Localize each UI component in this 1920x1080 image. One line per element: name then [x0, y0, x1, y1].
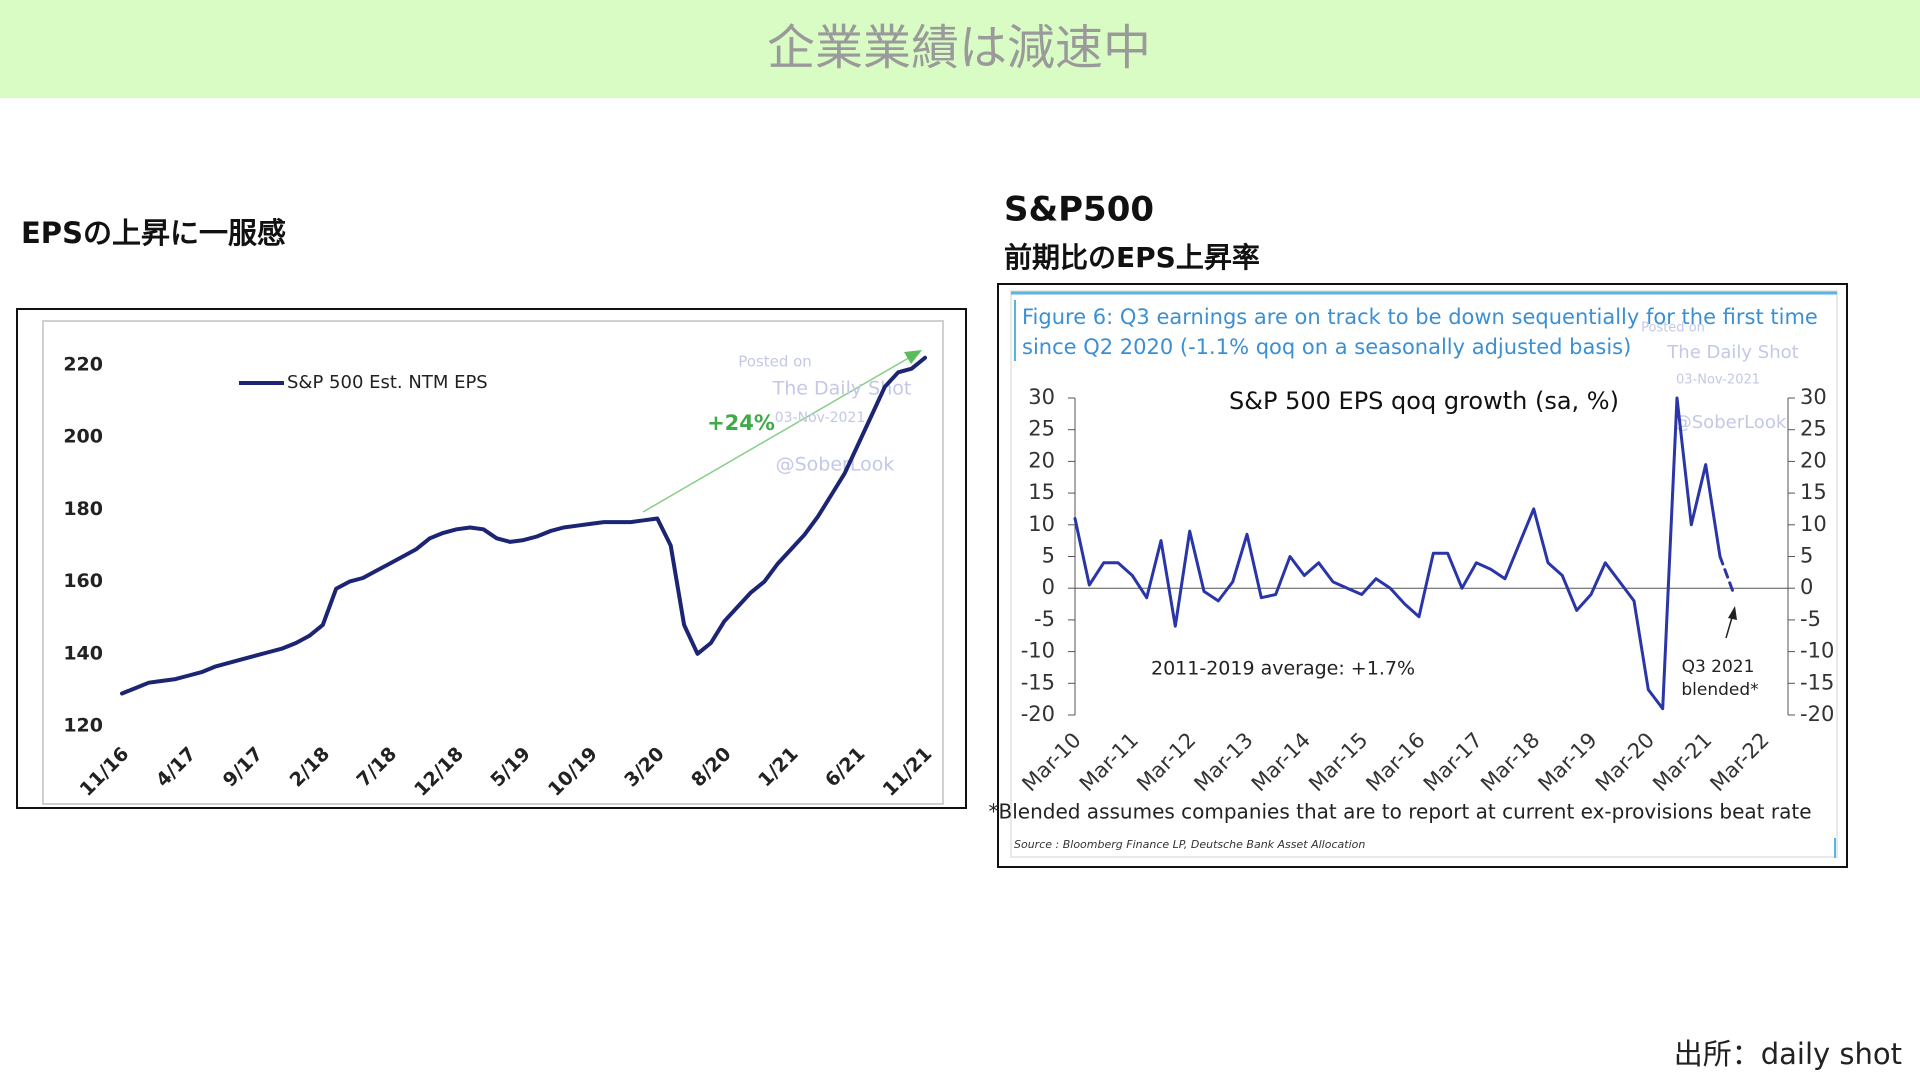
- annotation: +24%: [707, 411, 775, 435]
- y-tick-label: -15: [1021, 670, 1055, 694]
- y-tick-label: 20: [1028, 448, 1055, 472]
- annotation-arrow-head: [1728, 606, 1737, 620]
- y2-tick-label: 15: [1800, 480, 1827, 504]
- watermark: 03-Nov-2021: [775, 410, 866, 426]
- chart-frame: [16, 308, 967, 809]
- y-tick-label: 30: [1028, 385, 1055, 409]
- y-tick-label: 15: [1028, 480, 1055, 504]
- slide-title: 企業業績は減速中: [767, 20, 1151, 76]
- y-tick-label: 180: [63, 498, 103, 520]
- watermark: 03-Nov-2021: [1676, 373, 1760, 388]
- watermark: Posted on: [738, 353, 812, 371]
- watermark: @SoberLook: [776, 454, 895, 476]
- y-tick-label: 200: [63, 426, 103, 448]
- legend-label: S&P 500 Est. NTM EPS: [287, 372, 488, 393]
- y-tick-label: 160: [63, 570, 103, 592]
- y2-tick-label: 25: [1800, 417, 1827, 441]
- figure-caption: since Q2 2020 (-1.1% qoq on a seasonally…: [1022, 335, 1631, 359]
- y-tick-label: -20: [1021, 702, 1055, 726]
- chart-title: S&P 500 EPS qoq growth (sa, %): [1229, 387, 1619, 415]
- header-band: [0, 0, 1920, 98]
- watermark: The Daily Shot: [772, 378, 912, 400]
- watermark: @SoberLook: [1674, 412, 1787, 433]
- y2-tick-label: -20: [1800, 702, 1834, 726]
- y-tick-label: 220: [63, 354, 103, 376]
- trend-arrow: [642, 355, 913, 513]
- y-tick-label: 5: [1042, 544, 1055, 568]
- watermark: Posted on: [1641, 321, 1705, 336]
- footnote: *Blended assumes companies that are to r…: [989, 800, 1812, 824]
- y-tick-label: 25: [1028, 417, 1055, 441]
- figure-caption: Figure 6: Q3 earnings are on track to be…: [1022, 305, 1818, 329]
- y-tick-label: 10: [1028, 512, 1055, 536]
- data-line: [120, 355, 927, 696]
- y-tick-label: -10: [1021, 639, 1055, 663]
- y-tick-label: 120: [63, 715, 103, 737]
- data-line: [1073, 396, 1722, 711]
- y2-tick-label: -10: [1800, 639, 1834, 663]
- y2-tick-label: 5: [1800, 544, 1813, 568]
- y2-tick-label: 10: [1800, 512, 1827, 536]
- y2-tick-label: -5: [1800, 607, 1821, 631]
- y2-tick-label: 30: [1800, 385, 1827, 409]
- right-caption-subtitle: 前期比のEPS上昇率: [1004, 241, 1260, 274]
- source-line: Source : Bloomberg Finance LP, Deutsche …: [1014, 838, 1365, 851]
- y-tick-label: 140: [63, 642, 103, 664]
- annotation: Q3 2021: [1682, 657, 1755, 677]
- y2-tick-label: -15: [1800, 670, 1834, 694]
- y-tick-label: -5: [1034, 607, 1055, 631]
- y2-tick-label: 20: [1800, 448, 1827, 472]
- source-note: 出所：daily shot: [1674, 1037, 1902, 1071]
- chart-inner-frame: [1010, 290, 1838, 858]
- chart-frame: [997, 283, 1848, 868]
- annotation: blended*: [1681, 680, 1758, 700]
- watermark: The Daily Shot: [1666, 342, 1798, 363]
- y-tick-label: 0: [1042, 575, 1055, 599]
- trend-arrow-head: [904, 350, 922, 364]
- chart-inner-frame: [42, 320, 944, 805]
- right-caption-title: S&P500: [1004, 190, 1154, 230]
- annotation: 2011-2019 average: +1.7%: [1151, 658, 1415, 680]
- left-caption: EPSの上昇に一服感: [21, 216, 286, 250]
- y2-tick-label: 0: [1800, 575, 1813, 599]
- data-line: [1718, 555, 1736, 597]
